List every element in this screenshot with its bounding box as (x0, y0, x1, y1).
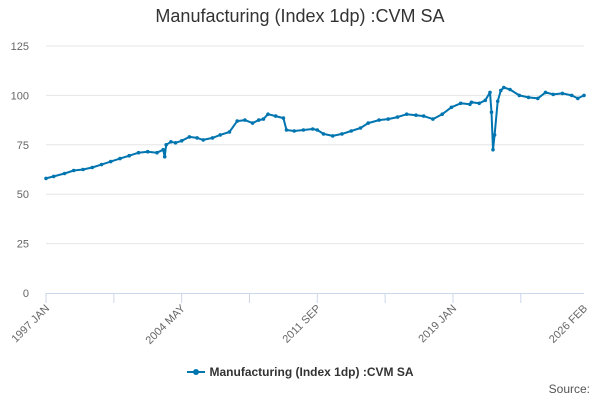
data-point[interactable] (44, 176, 48, 181)
data-point[interactable] (386, 117, 391, 121)
data-point[interactable] (491, 147, 495, 152)
data-point[interactable] (315, 128, 320, 132)
data-point[interactable] (404, 112, 409, 116)
series-layer (44, 85, 586, 181)
y-tick-label: 25 (17, 239, 29, 251)
data-point[interactable] (488, 90, 492, 95)
x-tick-label: 2011 SEP (280, 303, 323, 346)
y-tick-label: 75 (17, 140, 29, 152)
data-point[interactable] (118, 156, 122, 161)
series-line (45, 86, 585, 180)
legend-label: Manufacturing (Index 1dp) :CVM SA (209, 365, 414, 379)
x-tick-label: 2026 FEB (547, 303, 590, 346)
data-point[interactable] (321, 132, 326, 136)
data-point[interactable] (569, 93, 574, 98)
data-point[interactable] (551, 92, 555, 97)
data-point[interactable] (169, 140, 173, 144)
data-point[interactable] (201, 138, 205, 142)
data-point[interactable] (395, 115, 400, 119)
data-point[interactable] (502, 85, 506, 90)
data-point[interactable] (90, 165, 94, 170)
data-point[interactable] (560, 91, 565, 96)
data-point[interactable] (127, 153, 131, 158)
data-point[interactable] (273, 114, 278, 118)
data-point[interactable] (162, 154, 167, 159)
data-point[interactable] (421, 114, 426, 118)
x-tick-label: 1997 JAN (9, 303, 52, 346)
data-point[interactable] (243, 118, 247, 122)
data-point[interactable] (218, 133, 222, 137)
data-point[interactable] (536, 96, 540, 101)
data-point[interactable] (136, 150, 141, 155)
data-point[interactable] (99, 162, 104, 167)
legend[interactable]: Manufacturing (Index 1dp) :CVM SA (0, 365, 600, 379)
data-point[interactable] (62, 171, 67, 176)
data-point[interactable] (161, 147, 165, 152)
y-tick-label: 125 (11, 41, 29, 53)
data-point[interactable] (301, 128, 306, 132)
data-point[interactable] (492, 133, 497, 137)
data-point[interactable] (377, 118, 381, 122)
y-tick-label: 0 (23, 288, 29, 300)
data-point[interactable] (340, 132, 344, 136)
data-point[interactable] (71, 168, 76, 173)
data-point[interactable] (358, 126, 363, 130)
data-point[interactable] (489, 110, 494, 114)
x-axis (45, 293, 584, 303)
data-point[interactable] (155, 150, 159, 155)
data-point[interactable] (235, 119, 239, 123)
data-point[interactable] (210, 136, 215, 140)
data-point[interactable] (414, 113, 418, 117)
data-point[interactable] (543, 90, 548, 95)
data-point[interactable] (187, 135, 192, 139)
data-point[interactable] (576, 96, 580, 101)
data-point[interactable] (250, 121, 255, 125)
data-point[interactable] (330, 134, 335, 138)
data-point[interactable] (349, 129, 354, 133)
data-point[interactable] (499, 88, 503, 93)
data-point[interactable] (310, 127, 315, 131)
data-point[interactable] (51, 174, 56, 179)
data-point[interactable] (108, 159, 113, 164)
y-tick-label: 50 (17, 189, 29, 201)
data-point[interactable] (266, 112, 270, 116)
data-point[interactable] (469, 100, 474, 105)
data-point[interactable] (179, 139, 184, 143)
data-point[interactable] (227, 130, 232, 134)
data-point[interactable] (477, 101, 482, 106)
data-point[interactable] (582, 93, 586, 98)
y-axis-labels: 0 25 50 75 100 125 (11, 41, 29, 300)
data-point[interactable] (366, 121, 371, 125)
x-tick-label: 2019 JAN (416, 303, 459, 346)
data-point[interactable] (164, 143, 168, 147)
data-point[interactable] (495, 99, 500, 104)
data-point[interactable] (431, 117, 435, 121)
data-point[interactable] (261, 117, 266, 121)
data-point[interactable] (281, 116, 286, 120)
data-point[interactable] (173, 141, 178, 145)
data-point[interactable] (526, 95, 531, 100)
data-point[interactable] (145, 149, 150, 154)
data-point[interactable] (81, 167, 85, 172)
x-axis-labels: 1997 JAN 2004 MAY 2011 SEP 2019 JAN 2026 FEB (9, 302, 590, 347)
data-point[interactable] (449, 105, 454, 110)
data-point[interactable] (440, 112, 445, 116)
data-point[interactable] (284, 128, 289, 132)
y-tick-label: 100 (11, 90, 29, 102)
data-point[interactable] (256, 118, 261, 122)
x-tick-label: 2004 MAY (144, 302, 189, 347)
legend-marker-icon (186, 367, 205, 377)
source-credit[interactable]: Source: (548, 382, 590, 396)
data-point[interactable] (517, 93, 522, 98)
grid-lines (46, 45, 584, 245)
data-point[interactable] (292, 129, 297, 133)
data-point[interactable] (508, 87, 512, 92)
data-point[interactable] (458, 101, 463, 106)
data-point[interactable] (195, 136, 199, 140)
data-point[interactable] (483, 98, 488, 103)
chart-title: Manufacturing (Index 1dp) :CVM SA (155, 6, 445, 26)
